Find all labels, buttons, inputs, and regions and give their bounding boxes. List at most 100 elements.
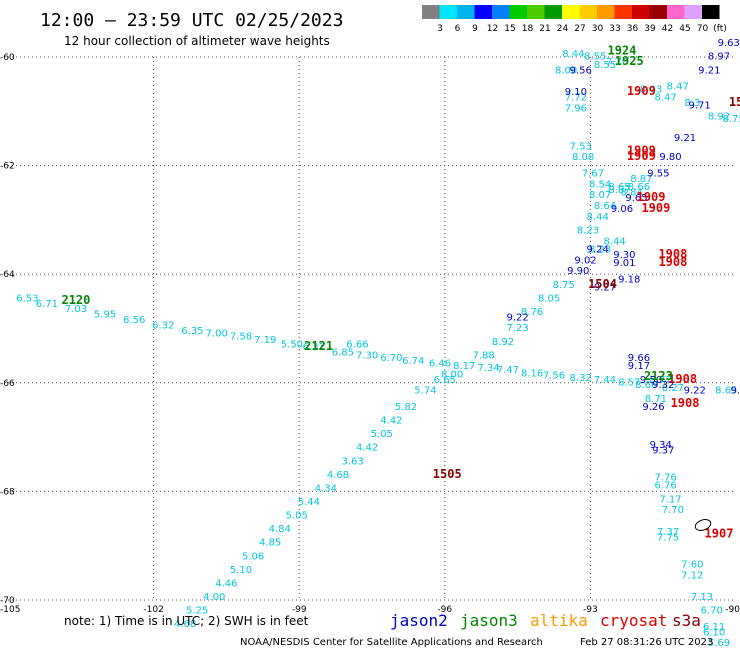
colorbar-label: 39 bbox=[644, 24, 656, 34]
wave-height-label: 7.58 bbox=[230, 331, 252, 342]
wave-height-label: 7.30 bbox=[356, 350, 378, 361]
wave-height-values: 6.536.71 7.03 5.95 6.56 6.32 6.35 7.00 7.58 7.19… bbox=[16, 38, 740, 650]
wave-height-label: 6.31 bbox=[303, 342, 325, 353]
wave-height-label: 5.50 bbox=[281, 340, 303, 351]
colorbar-swatch bbox=[474, 5, 492, 19]
wave-height-label: 7.37 bbox=[657, 527, 679, 538]
pass-time-label: 1924 bbox=[607, 43, 636, 57]
wave-height-label: 7.56 bbox=[543, 370, 565, 381]
wave-height-label: 8.84 bbox=[621, 187, 643, 198]
wave-height-label: 8.03 bbox=[640, 84, 662, 95]
island-outline bbox=[694, 519, 712, 531]
colorbar-label: 70 bbox=[697, 24, 709, 34]
wave-height-label: 6.70 bbox=[701, 606, 723, 617]
wave-height-label: 9.01 bbox=[613, 258, 635, 269]
wave-height-label: 4.68 bbox=[174, 619, 196, 630]
colorbar-label: 36 bbox=[627, 24, 639, 34]
colorbar-label: 3 bbox=[437, 24, 443, 34]
wave-height-label: 9.30 bbox=[613, 250, 635, 261]
grid-lines bbox=[8, 56, 736, 601]
wave-height-label: 7.12 bbox=[681, 570, 703, 581]
wave-height-label: 7.70 bbox=[662, 505, 684, 516]
wave-height-label: 8.66 bbox=[628, 182, 650, 193]
wave-height-label: 5.10 bbox=[230, 565, 252, 576]
colorbar-swatch bbox=[527, 5, 545, 19]
wave-height-label: 6.76 bbox=[654, 481, 676, 492]
wave-height-label: 9.21 bbox=[674, 133, 696, 144]
wave-height-label: 7.60 bbox=[681, 559, 703, 570]
wave-height-label: 6.46 bbox=[429, 359, 451, 370]
wave-height-label: 4.00 bbox=[203, 592, 225, 603]
wave-height-label: 9.22 bbox=[506, 312, 528, 323]
wave-height-label: 9.90 bbox=[567, 266, 589, 277]
pass-time-label: 1907 bbox=[705, 527, 734, 541]
pass-time-label: 1909 bbox=[641, 201, 670, 215]
colorbar-swatch bbox=[684, 5, 702, 19]
colorbar: 3 6 9 12 15 18 21 24 27 30 33 36 39 42 45 70 (ft) bbox=[422, 5, 727, 34]
wave-height-label: 8.47 bbox=[654, 92, 676, 103]
y-tick-label: -64 bbox=[0, 270, 15, 280]
wave-height-label: 5.05 bbox=[371, 429, 393, 440]
colorbar-swatch bbox=[702, 5, 720, 19]
wave-height-label: 7.23 bbox=[506, 323, 528, 334]
pass-time-labels: 2120212115051504190819081909190919091909… bbox=[61, 43, 740, 541]
wave-height-label: 8.00 bbox=[555, 65, 577, 76]
colorbar-swatch bbox=[422, 5, 440, 19]
wave-height-label: 6.53 bbox=[16, 293, 38, 304]
wave-height-label: 9.21 bbox=[698, 65, 720, 76]
wave-height-label: 7.72 bbox=[565, 92, 587, 103]
wave-height-label: 5.74 bbox=[414, 386, 436, 397]
x-tick-label: -99 bbox=[292, 605, 307, 615]
wave-height-label: 4.42 bbox=[380, 416, 402, 427]
wave-height-label: 9.06 bbox=[611, 204, 633, 215]
colorbar-label: 27 bbox=[574, 24, 585, 34]
wave-height-label: 8.27 bbox=[662, 383, 684, 394]
wave-height-label: 9.9 bbox=[730, 386, 740, 397]
wave-height-label: 8.44 bbox=[562, 49, 584, 60]
wave-height-label: 8.92 bbox=[708, 111, 730, 122]
wave-height-label: 6.85 bbox=[332, 348, 354, 359]
wave-height-label: 6.32 bbox=[152, 321, 174, 332]
wave-height-label: 8.16 bbox=[521, 368, 543, 379]
pass-time-label: 1908 bbox=[658, 247, 687, 261]
wave-height-label: 8.92 bbox=[492, 337, 514, 348]
y-tick-label: -62 bbox=[0, 162, 15, 172]
wave-height-label: 9.71 bbox=[688, 101, 710, 112]
colorbar-label: 24 bbox=[557, 24, 569, 34]
wave-height-label: 6.66 bbox=[346, 340, 368, 351]
wave-height-label: 9.50 bbox=[640, 375, 662, 386]
wave-height-label: 8.23 bbox=[577, 225, 599, 236]
colorbar-label: 9 bbox=[472, 24, 478, 34]
wave-height-label: 6.11 bbox=[703, 622, 725, 633]
wave-height-label: 8.87 bbox=[608, 185, 630, 196]
y-tick-label: -70 bbox=[0, 596, 15, 606]
wave-height-label: 9.17 bbox=[628, 361, 650, 372]
wave-height-label: 5.05 bbox=[286, 511, 308, 522]
x-tick-label: -96 bbox=[437, 605, 452, 615]
wave-height-label: 9.10 bbox=[565, 87, 587, 98]
wave-height-label: 9.55 bbox=[647, 168, 669, 179]
wave-height-label: 8.87 bbox=[630, 174, 652, 185]
footer-note: note: 1) Time is in UTC; 2) SWH is in fe… bbox=[64, 614, 309, 628]
wave-height-label: 9.24 bbox=[587, 244, 609, 255]
wave-height-label: 8.00 bbox=[441, 369, 463, 380]
colorbar-label: 45 bbox=[679, 24, 690, 34]
pass-time-label: 2121 bbox=[304, 339, 333, 353]
wave-height-label: 7.75 bbox=[657, 532, 679, 543]
wave-height-label: 8.47 bbox=[667, 82, 689, 93]
wave-height-label: 8.97 bbox=[708, 52, 730, 63]
wave-height-label: 8.65 bbox=[715, 386, 737, 397]
wave-height-label: 8.55 bbox=[584, 52, 606, 63]
wave-height-label: 4.42 bbox=[356, 443, 378, 454]
wave-height-label: 8.71 bbox=[645, 394, 667, 405]
pass-time-label: 1503 bbox=[729, 95, 740, 109]
colorbar-label: 33 bbox=[609, 24, 620, 34]
pass-time-label: 1908 bbox=[658, 255, 687, 269]
legend-entry: jason2 bbox=[390, 611, 448, 630]
wave-height-label: 6.71 bbox=[36, 299, 58, 310]
colorbar-swatch bbox=[614, 5, 632, 19]
pass-time-label: 1909 bbox=[627, 84, 656, 98]
pass-time-label: 1909 bbox=[627, 144, 656, 158]
wave-height-label: 6.74 bbox=[402, 356, 424, 367]
